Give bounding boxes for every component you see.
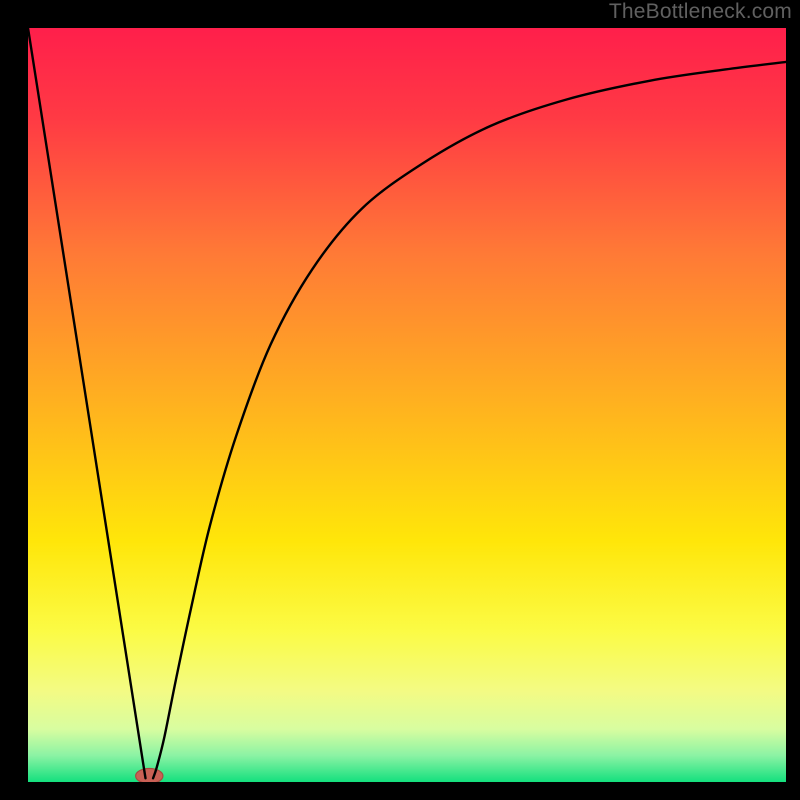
plot-background bbox=[28, 28, 786, 782]
chart-container: TheBottleneck.com bbox=[0, 0, 800, 800]
plot-svg bbox=[28, 28, 786, 782]
watermark-text: TheBottleneck.com bbox=[609, 0, 792, 24]
plot-area bbox=[28, 28, 786, 782]
minimum-marker bbox=[136, 768, 163, 782]
